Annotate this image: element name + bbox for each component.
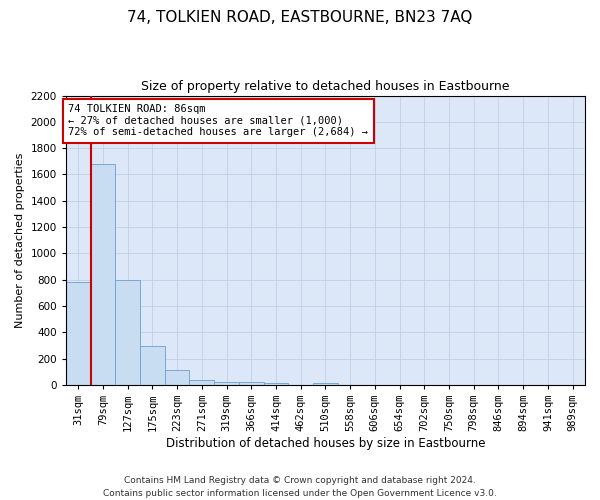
Text: 74, TOLKIEN ROAD, EASTBOURNE, BN23 7AQ: 74, TOLKIEN ROAD, EASTBOURNE, BN23 7AQ: [127, 10, 473, 25]
Bar: [214, 382, 239, 385]
Text: Contains HM Land Registry data © Crown copyright and database right 2024.
Contai: Contains HM Land Registry data © Crown c…: [103, 476, 497, 498]
Bar: [190, 380, 214, 385]
Bar: [313, 382, 338, 385]
Bar: [115, 280, 140, 385]
Bar: [140, 346, 165, 385]
Text: 74 TOLKIEN ROAD: 86sqm
← 27% of detached houses are smaller (1,000)
72% of semi-: 74 TOLKIEN ROAD: 86sqm ← 27% of detached…: [68, 104, 368, 138]
X-axis label: Distribution of detached houses by size in Eastbourne: Distribution of detached houses by size …: [166, 437, 485, 450]
Bar: [66, 282, 91, 385]
Bar: [239, 382, 263, 385]
Bar: [263, 383, 289, 385]
Y-axis label: Number of detached properties: Number of detached properties: [15, 152, 25, 328]
Bar: [165, 370, 190, 385]
Bar: [91, 164, 115, 385]
Title: Size of property relative to detached houses in Eastbourne: Size of property relative to detached ho…: [141, 80, 509, 93]
